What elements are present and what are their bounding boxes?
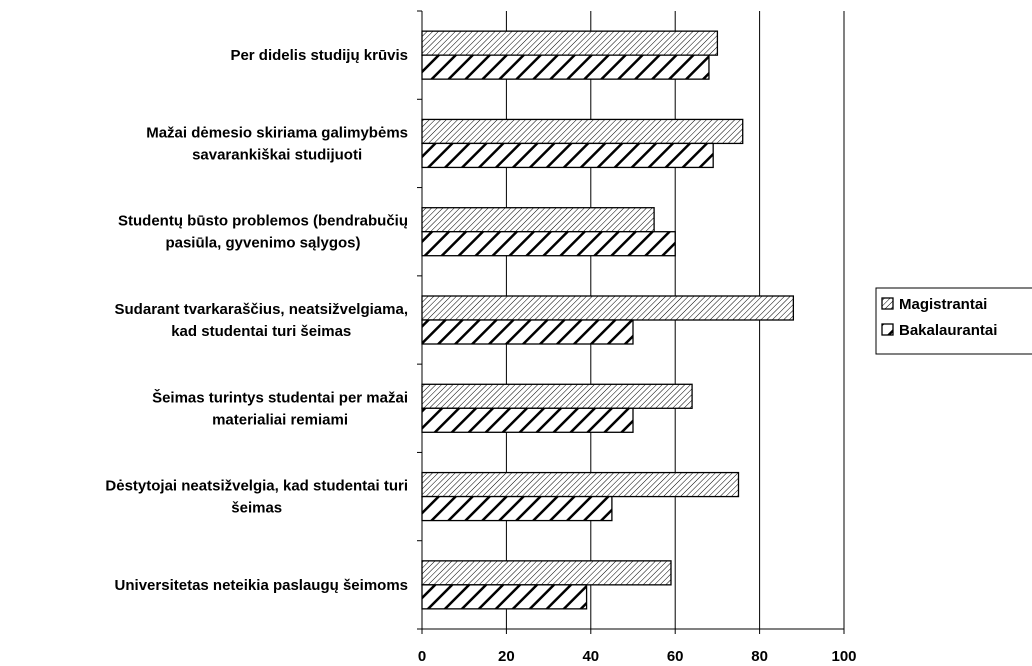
axes [417,10,845,634]
bar-bakalaurantai [421,495,613,522]
x-tick-labels: 0 20 40 60 80 100 [418,648,857,665]
x-tick-label: 60 [667,648,684,665]
bar-bakalaurantai [421,319,634,345]
x-tick-label: 0 [418,648,426,665]
category-label: Šeimas turintys studentai per mažai mater… [152,388,408,428]
x-tick-label: 20 [498,648,515,665]
bar-magistrantai [421,295,795,321]
bar-bakalaurantai [421,142,714,169]
bar-magistrantai [421,30,719,56]
category-label: Dėstytojai neatsižvelgia, kad studentai … [105,478,408,517]
bar-magistrantai [421,560,672,586]
category-label: Mažai dėmesio skiriama galimybėms savaran… [146,124,408,163]
category-label: Studentų būsto problemos (bendrabučių pas… [118,213,408,252]
category-label: Per didelis studijų krūvis [230,47,408,64]
legend: Magistrantai Bakalaurantai [875,287,1032,355]
bar-bakalaurantai [421,54,710,80]
legend-swatch [881,297,894,310]
legend-swatch [881,323,894,336]
bar-bakalaurantai [421,231,676,257]
bars [421,30,795,610]
bar-magistrantai [421,118,744,145]
legend-label: Bakalaurantai [899,322,997,339]
legend-box [875,287,1032,355]
bar-magistrantai [421,471,740,498]
category-labels: Per didelis studijų krūvis Mažai dėmesio … [105,47,408,594]
bar-bakalaurantai [421,584,588,610]
bar-magistrantai [421,383,693,409]
x-tick-label: 80 [751,648,768,665]
bar-bakalaurantai [421,407,634,433]
category-label: Sudarant tvarkaraščius, neatsižvelgiama,… [115,301,408,340]
bar-magistrantai [421,207,655,233]
x-tick-label: 40 [582,648,599,665]
category-label: Universitetas neteikia paslaugų šeimoms [115,577,408,594]
x-tick-label: 100 [831,648,856,665]
legend-label: Magistrantai [899,296,987,313]
